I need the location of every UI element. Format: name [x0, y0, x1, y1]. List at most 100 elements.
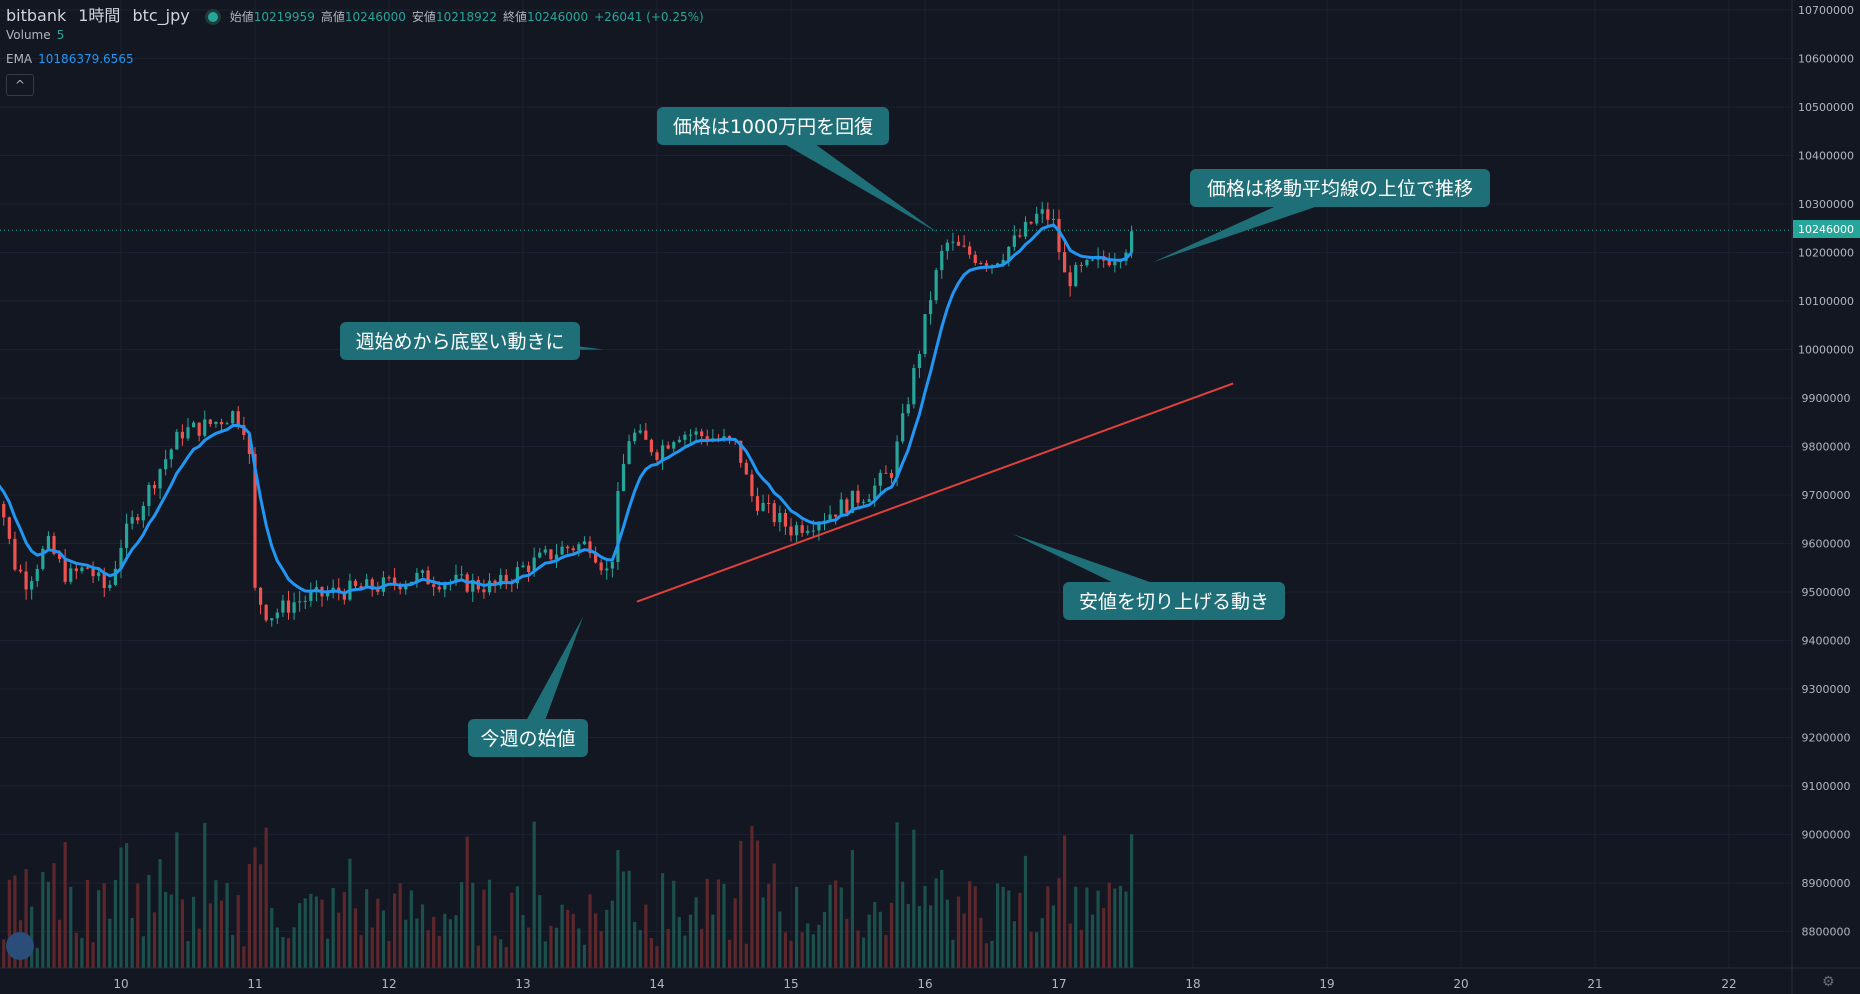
- volume-bar: [1001, 886, 1005, 968]
- volume-bar: [588, 894, 592, 968]
- candle-body: [231, 411, 235, 424]
- volume-bar: [342, 892, 346, 968]
- candle-body: [2, 503, 6, 518]
- candle-body: [940, 250, 944, 271]
- annotation-callout[interactable]: 週始めから底堅い動きに: [340, 322, 604, 360]
- candle-body: [672, 442, 676, 449]
- annotation-callout[interactable]: 価格は1000万円を回復: [657, 107, 939, 234]
- volume-bar: [292, 927, 296, 968]
- volume-bar: [828, 884, 832, 968]
- volume-bar: [314, 896, 319, 968]
- volume-bar: [822, 912, 827, 968]
- price-tick-label: 9900000: [1802, 392, 1851, 405]
- candle-body: [912, 367, 916, 405]
- support-trendline[interactable]: [636, 382, 1234, 603]
- annotation-callout[interactable]: 安値を切り上げる動き: [1012, 533, 1285, 620]
- candle-body: [560, 546, 564, 555]
- annotation-callout[interactable]: 価格は移動平均線の上位で推移: [1152, 169, 1490, 263]
- candle-body: [57, 553, 62, 559]
- current-price-label: 10246000: [1793, 220, 1860, 238]
- volume-bar: [24, 869, 28, 968]
- annotation-callout[interactable]: 今週の始値: [468, 616, 588, 757]
- callout-box: [1190, 169, 1490, 207]
- volume-bar: [739, 840, 743, 968]
- volume-bar: [214, 880, 218, 968]
- candle-body: [739, 440, 743, 463]
- volume-bar: [392, 893, 397, 968]
- volume-legend[interactable]: Volume 5: [6, 28, 64, 42]
- volume-bar: [437, 935, 441, 968]
- volume-bar: [873, 902, 877, 968]
- ema-legend[interactable]: EMA 10186379.6565: [6, 52, 134, 66]
- volume-bar: [359, 935, 363, 968]
- candle-body: [995, 263, 1000, 266]
- candle-body: [108, 584, 112, 589]
- candle-body: [387, 577, 391, 579]
- volume-bar: [57, 919, 62, 968]
- price-tick-label: 10000000: [1798, 344, 1854, 357]
- candle-body: [281, 600, 285, 613]
- volume-bar: [761, 897, 765, 968]
- callout-box: [340, 322, 580, 360]
- candle-body: [521, 565, 525, 568]
- candle-body: [616, 491, 620, 562]
- volume-bar: [968, 881, 972, 968]
- interval-label[interactable]: 1時間: [78, 6, 121, 25]
- candle-body: [683, 434, 687, 440]
- volume-bars: [2, 821, 1134, 968]
- candle-body: [136, 517, 140, 521]
- price-axis[interactable]: 10700000 10600000 10500000 10400000 10300000…: [1798, 4, 1854, 939]
- candle-body: [471, 579, 475, 592]
- volume-bar: [387, 941, 391, 968]
- candle-body: [850, 490, 855, 513]
- candle-body: [979, 262, 983, 264]
- volume-bar: [41, 872, 45, 968]
- pair-label[interactable]: btc_jpy: [132, 6, 190, 25]
- volume-bar: [471, 882, 475, 968]
- candle-body: [794, 525, 799, 536]
- candle-body: [1001, 259, 1005, 264]
- volume-bar: [722, 883, 726, 968]
- volume-bar: [236, 895, 240, 968]
- candle-body: [41, 548, 45, 569]
- time-axis[interactable]: 10 11 12 13 14 15 16 17 18 19 20 21 22: [113, 977, 1736, 991]
- candle-body: [889, 472, 894, 478]
- candle-body: [923, 314, 927, 354]
- candle-body: [152, 485, 157, 489]
- candle-body: [873, 485, 877, 500]
- exchange-name[interactable]: bitbank: [6, 6, 67, 25]
- price-tick-label: 10100000: [1798, 295, 1854, 308]
- volume-bar: [917, 905, 922, 968]
- chevron-up-icon[interactable]: ^: [6, 74, 34, 96]
- tradingview-logo[interactable]: [6, 932, 34, 960]
- candle-body: [432, 584, 436, 587]
- candle-body: [119, 547, 123, 569]
- candle-body: [1012, 235, 1016, 247]
- candle-body: [454, 574, 458, 582]
- volume-bar: [487, 879, 492, 968]
- volume-bar: [124, 843, 129, 968]
- candle-body: [778, 512, 782, 523]
- close-label: 終値: [503, 10, 528, 24]
- volume-bar: [621, 871, 626, 968]
- volume-bar: [928, 905, 933, 968]
- candle-body: [124, 523, 129, 548]
- volume-bar: [152, 912, 157, 968]
- candle-body: [984, 263, 989, 267]
- candle-body: [761, 502, 765, 511]
- candle-body: [69, 568, 73, 582]
- candle-body: [342, 592, 346, 600]
- candle-body: [677, 439, 681, 443]
- time-tick-label: 14: [649, 977, 664, 991]
- candle-body: [783, 512, 788, 527]
- candle-body: [180, 431, 185, 439]
- volume-bar: [688, 914, 693, 968]
- candle-body: [610, 561, 614, 569]
- candle-body: [878, 472, 882, 486]
- volume-label: Volume: [6, 28, 51, 42]
- volume-bar: [1118, 885, 1123, 968]
- gear-icon[interactable]: ⚙: [1822, 974, 1835, 990]
- candle-body: [1079, 264, 1083, 266]
